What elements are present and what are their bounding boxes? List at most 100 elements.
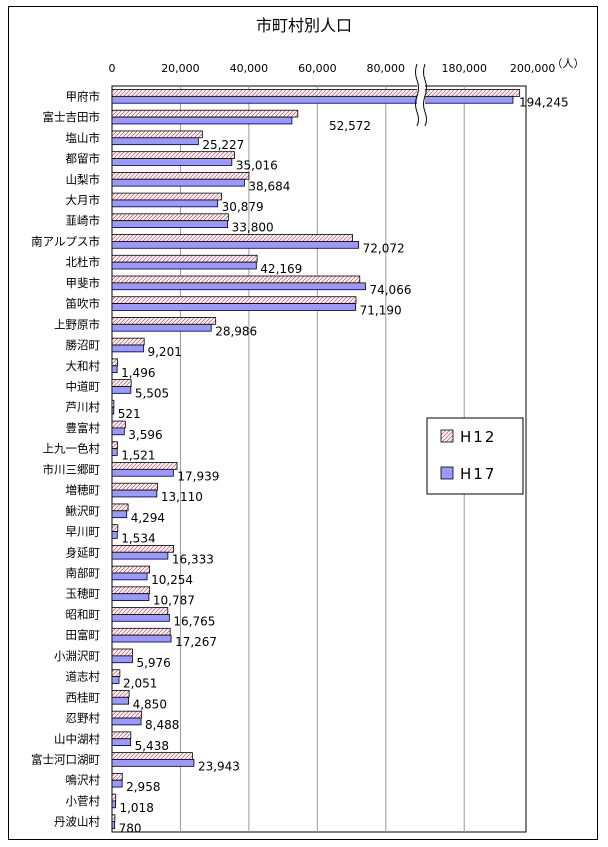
bar-h12 bbox=[111, 399, 115, 408]
x-tick-label: 60,000 bbox=[298, 62, 337, 75]
bar-h12 bbox=[111, 130, 203, 139]
bar-h17 bbox=[111, 614, 170, 622]
category-label: 勝沼町 bbox=[66, 338, 101, 352]
category-label: 甲斐市 bbox=[66, 276, 101, 290]
bar-h17 bbox=[111, 738, 132, 747]
bar-h12 bbox=[111, 213, 229, 222]
bar-h17 bbox=[111, 448, 118, 456]
data-label: 1,534 bbox=[121, 532, 155, 546]
data-label: 780 bbox=[119, 822, 142, 836]
bar-h12 bbox=[111, 192, 222, 201]
data-label: 71,190 bbox=[360, 304, 402, 318]
bar-h17 bbox=[111, 344, 144, 353]
bar-h12 bbox=[111, 151, 235, 159]
bar-h12 bbox=[111, 503, 129, 512]
x-tick-label: 0 bbox=[109, 62, 116, 75]
axis-break-gap bbox=[417, 64, 425, 126]
category-label: 増穂町 bbox=[66, 483, 101, 497]
category-label: 山中湖村 bbox=[54, 732, 100, 746]
bar-h12 bbox=[111, 544, 174, 553]
category-label: 鳴沢村 bbox=[66, 773, 101, 787]
category-label: 鰍沢町 bbox=[66, 504, 101, 518]
bar-h17 bbox=[111, 800, 116, 809]
bar-h12 bbox=[111, 358, 118, 367]
x-tick-label: 200,000 bbox=[510, 62, 556, 75]
legend-label-h17: H17 bbox=[460, 465, 496, 483]
category-label: 都留市 bbox=[66, 152, 101, 166]
x-tick-label: 20,000 bbox=[161, 62, 200, 75]
bar-h12 bbox=[111, 586, 151, 595]
bar-h12 bbox=[111, 482, 158, 491]
bar-h17 bbox=[111, 779, 123, 788]
data-label: 17,939 bbox=[177, 469, 219, 483]
bar-h12 bbox=[111, 565, 151, 574]
data-label: 1,018 bbox=[119, 801, 153, 815]
bar-h17 bbox=[111, 510, 128, 519]
bar-h17 bbox=[111, 95, 514, 104]
data-label: 38,684 bbox=[248, 179, 290, 193]
data-label: 25,227 bbox=[202, 138, 244, 152]
bar-h12 bbox=[111, 420, 126, 429]
bar-h12 bbox=[111, 441, 118, 450]
bar-h17 bbox=[111, 821, 116, 829]
bar-h12 bbox=[111, 690, 130, 698]
category-label: 韮崎市 bbox=[66, 214, 101, 228]
bar-h12 bbox=[111, 731, 132, 740]
bar-h17 bbox=[111, 365, 118, 374]
category-label: 昭和町 bbox=[66, 607, 101, 621]
data-label: 42,169 bbox=[260, 262, 302, 276]
bar-h17 bbox=[111, 655, 133, 664]
bar-h12 bbox=[111, 627, 171, 636]
bar-h17 bbox=[111, 696, 129, 705]
category-label: 芦川村 bbox=[66, 400, 101, 414]
bar-h17 bbox=[111, 717, 142, 726]
bar-h17 bbox=[111, 241, 360, 249]
data-label: 10,254 bbox=[151, 573, 193, 587]
data-label: 23,943 bbox=[198, 759, 240, 773]
bar-h17 bbox=[111, 220, 229, 228]
data-label: 28,986 bbox=[215, 324, 257, 338]
bar-h17 bbox=[111, 282, 366, 291]
category-label: 甲府市 bbox=[66, 89, 101, 103]
legend-swatch-h12 bbox=[440, 429, 454, 443]
category-label: 北杜市 bbox=[66, 255, 101, 269]
data-label: 9,201 bbox=[147, 345, 181, 359]
category-label: 上野原市 bbox=[54, 317, 100, 331]
legend-label-h12: H12 bbox=[460, 428, 496, 446]
category-label: 山梨市 bbox=[66, 172, 101, 186]
category-label: 富士吉田市 bbox=[43, 110, 101, 124]
category-label: 忍野村 bbox=[66, 711, 101, 725]
category-label: 田富町 bbox=[66, 628, 101, 642]
data-label: 521 bbox=[118, 407, 141, 421]
category-label: 南アルプス市 bbox=[31, 234, 100, 248]
bar-h17 bbox=[111, 261, 257, 270]
category-label: 丹波山村 bbox=[54, 815, 100, 829]
bar-h12 bbox=[111, 793, 117, 802]
data-label: 10,787 bbox=[153, 594, 195, 608]
data-label: 33,800 bbox=[232, 221, 274, 235]
category-label: 小淵沢町 bbox=[54, 649, 100, 663]
bar-h17 bbox=[111, 303, 357, 311]
bar-h17 bbox=[111, 427, 125, 436]
x-tick-label: 80,000 bbox=[367, 62, 406, 75]
bar-h17 bbox=[111, 116, 293, 125]
category-label: 塩山市 bbox=[66, 131, 101, 145]
data-label: 13,110 bbox=[161, 490, 203, 504]
bar-h12 bbox=[111, 669, 121, 677]
bar-h17 bbox=[111, 531, 118, 539]
category-label: 大月市 bbox=[66, 193, 101, 207]
bar-h12 bbox=[111, 296, 357, 304]
data-label: 1,496 bbox=[121, 366, 155, 380]
bar-h12 bbox=[111, 89, 521, 97]
category-label: 早川町 bbox=[66, 525, 101, 539]
data-label: 72,072 bbox=[363, 241, 405, 255]
category-label: 豊富村 bbox=[66, 421, 101, 435]
x-tick-label: 180,000 bbox=[441, 62, 487, 75]
data-label: 30,879 bbox=[222, 200, 264, 214]
data-label: 3,596 bbox=[128, 428, 162, 442]
bar-h17 bbox=[111, 137, 199, 146]
bar-h12 bbox=[111, 234, 353, 242]
data-label: 8,488 bbox=[145, 718, 179, 732]
data-label: 52,572 bbox=[329, 119, 371, 133]
category-label: 大和村 bbox=[66, 359, 101, 373]
